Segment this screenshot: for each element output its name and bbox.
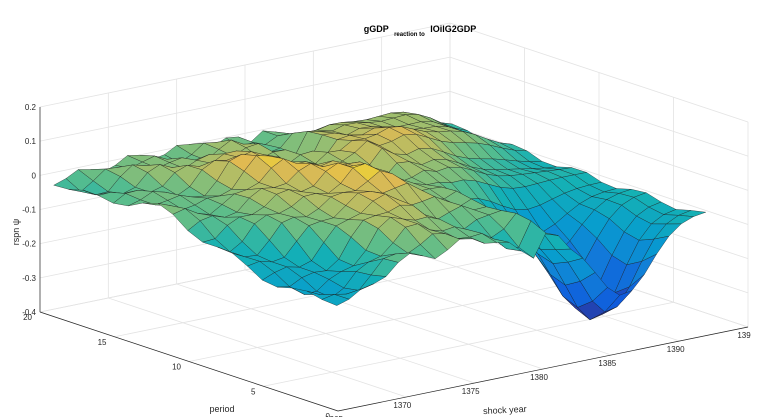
axis-line xyxy=(39,311,339,412)
chart-title: gGDP reaction to lOilG2GDP xyxy=(364,24,477,38)
y-tick-label: 10 xyxy=(172,363,181,372)
grid-line-y xyxy=(263,97,674,387)
x-tick-label: 1370 xyxy=(393,401,411,410)
title-main: gGDP xyxy=(364,24,389,34)
title-subscript: reaction to xyxy=(394,32,425,38)
x-tick-label: 1385 xyxy=(598,359,616,368)
x-tick-label: 1390 xyxy=(667,345,685,354)
z-tick-label: 0.1 xyxy=(25,137,37,146)
tick-labels: 13651370137513801385139013905101520-0.4-… xyxy=(22,103,751,417)
z-tick-label: -0.2 xyxy=(22,240,36,249)
x-tick-label: 1365 xyxy=(325,415,343,417)
axes xyxy=(39,107,749,412)
z-tick-label: -0.3 xyxy=(22,274,36,283)
surface-patch xyxy=(321,294,350,306)
axis-line xyxy=(337,326,749,412)
y-tick-label: 15 xyxy=(98,338,107,347)
y-tick-label: 5 xyxy=(251,387,256,396)
z-tick-label: 0 xyxy=(32,171,37,180)
z-tick-label: -0.4 xyxy=(22,308,36,317)
x-tick-label: 1375 xyxy=(462,387,480,396)
y-axis-label: period xyxy=(209,404,234,414)
z-axis-label: rspn ψ xyxy=(11,219,21,245)
y-tick-label: 20 xyxy=(23,313,32,322)
surface-mesh xyxy=(53,111,706,321)
z-tick-label: -0.1 xyxy=(22,206,36,215)
x-tick-label: 1380 xyxy=(530,373,548,382)
title-suffix: lOilG2GDP xyxy=(430,24,476,34)
y-tick-label: 0 xyxy=(326,412,331,417)
z-tick-label: 0.2 xyxy=(25,103,37,112)
x-axis-label: shock year xyxy=(483,404,527,416)
x-tick-label: 139 xyxy=(737,331,751,340)
